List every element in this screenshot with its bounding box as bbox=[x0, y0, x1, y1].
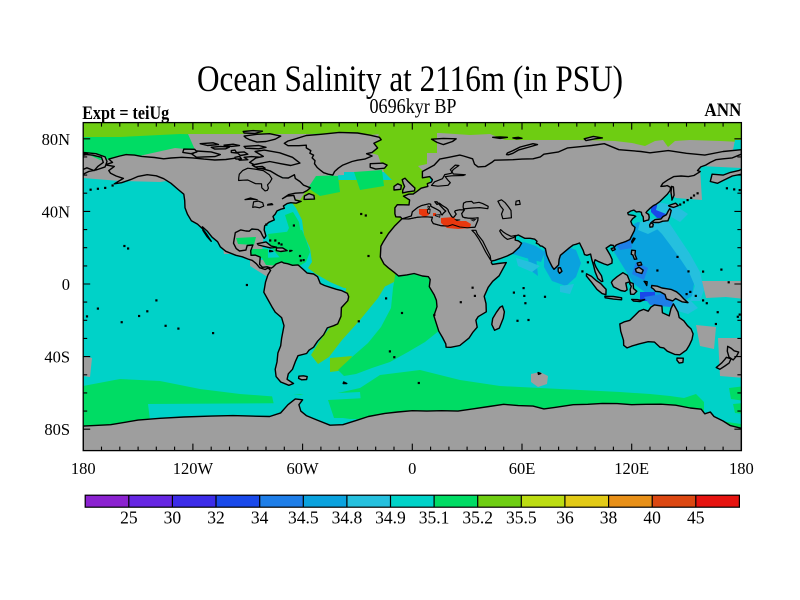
svg-text:0: 0 bbox=[62, 275, 70, 294]
svg-text:34.5: 34.5 bbox=[288, 508, 319, 528]
svg-text:30: 30 bbox=[164, 508, 182, 528]
svg-text:35.1: 35.1 bbox=[419, 508, 450, 528]
svg-text:25: 25 bbox=[120, 508, 138, 528]
svg-text:60W: 60W bbox=[287, 459, 320, 478]
svg-text:38: 38 bbox=[600, 508, 618, 528]
svg-text:80N: 80N bbox=[42, 130, 71, 149]
svg-text:34.8: 34.8 bbox=[332, 508, 363, 528]
svg-text:ANN: ANN bbox=[704, 100, 741, 121]
svg-text:Expt = teiUg: Expt = teiUg bbox=[82, 103, 169, 124]
svg-text:180: 180 bbox=[71, 459, 96, 478]
svg-text:180: 180 bbox=[729, 459, 754, 478]
svg-text:120E: 120E bbox=[614, 459, 649, 478]
svg-text:45: 45 bbox=[687, 508, 705, 528]
svg-text:0: 0 bbox=[408, 459, 416, 478]
svg-text:120W: 120W bbox=[173, 459, 214, 478]
svg-text:35.2: 35.2 bbox=[462, 508, 493, 528]
svg-text:32: 32 bbox=[207, 508, 225, 528]
svg-text:40S: 40S bbox=[44, 348, 70, 367]
svg-text:34: 34 bbox=[251, 508, 269, 528]
svg-text:35.5: 35.5 bbox=[506, 508, 537, 528]
svg-text:60E: 60E bbox=[509, 459, 536, 478]
svg-text:80S: 80S bbox=[44, 420, 70, 439]
svg-text:40N: 40N bbox=[42, 202, 71, 221]
svg-text:40: 40 bbox=[643, 508, 661, 528]
svg-text:34.9: 34.9 bbox=[375, 508, 406, 528]
svg-text:Ocean Salinity at 2116m (in PS: Ocean Salinity at 2116m (in PSU) bbox=[197, 59, 623, 100]
svg-text:0696kyr BP: 0696kyr BP bbox=[370, 94, 457, 118]
svg-text:36: 36 bbox=[556, 508, 574, 528]
